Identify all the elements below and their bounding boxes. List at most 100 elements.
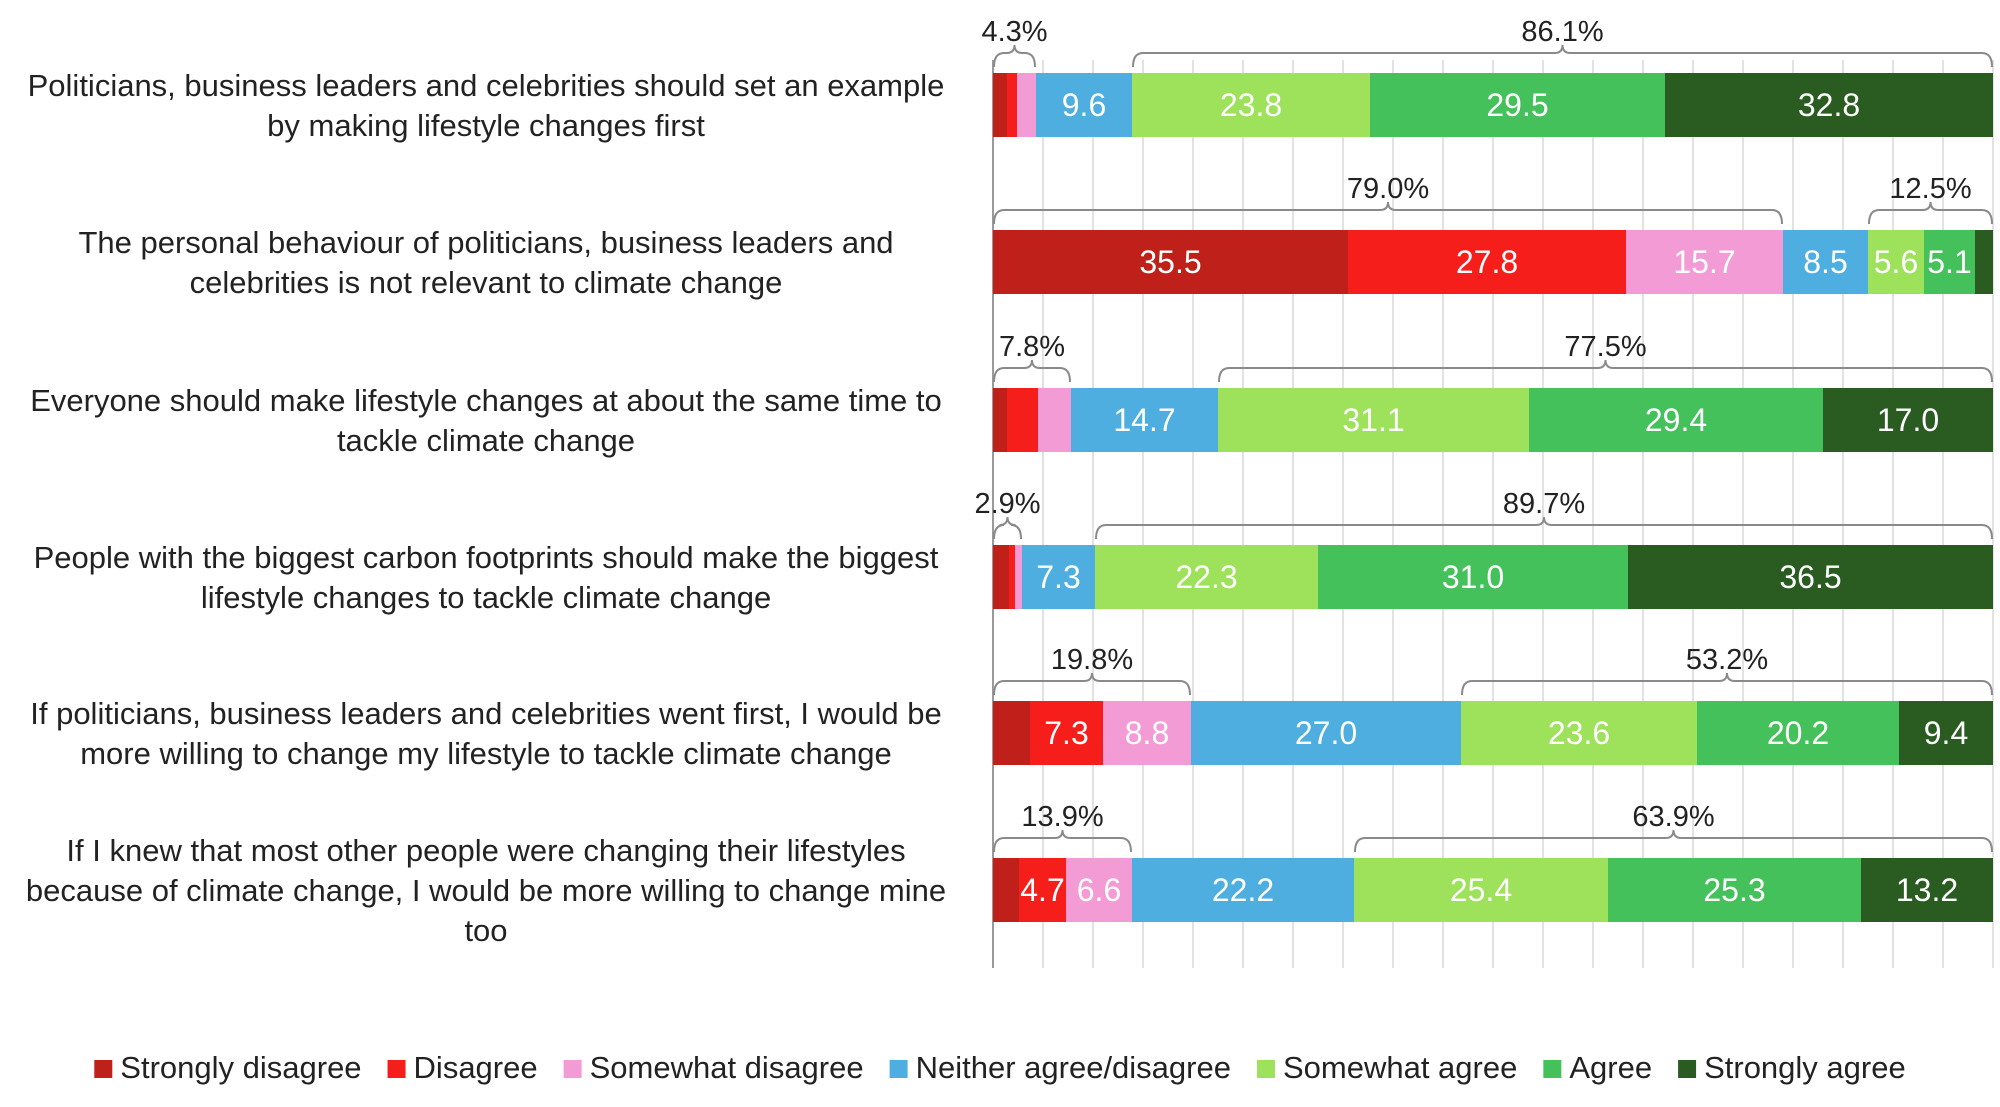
data-label: 29.5 [1486,87,1548,123]
bracket [1868,201,1993,225]
bar-segment-somewhat-disagree [1017,73,1036,137]
bracket-annotations: 4.3% 86.1% 79.0% 12.5% 7.8% 77.5% 2.9% 89.7% 19.… [974,16,1993,853]
bar-row: 7.3 22.3 31.0 36.5 [993,545,1993,609]
bracket [993,829,1132,853]
bar-row: 14.7 31.1 29.4 17.0 [993,388,1993,452]
bar-segment-strongly-agree [1628,545,1993,609]
legend-label: Somewhat disagree [590,1050,864,1085]
data-label: 22.2 [1212,872,1274,908]
category-label: People with the biggest carbon footprint… [34,540,939,575]
data-label: 27.0 [1295,715,1357,751]
bar-segment-strongly-agree [1823,388,1993,452]
data-label: 23.6 [1548,715,1610,751]
data-label: 35.5 [1139,244,1201,280]
legend-label: Neither agree/disagree [916,1050,1231,1085]
legend-label: Somewhat agree [1283,1050,1517,1085]
data-label: 23.8 [1220,87,1282,123]
bar-segment-somewhat-agree [1461,701,1697,765]
bar-segment-disagree [1007,73,1017,137]
category-label: too [464,913,507,948]
category-label: more willing to change my lifestyle to t… [80,736,892,771]
bar-segment-agree [1318,545,1628,609]
bars: 9.6 23.8 29.5 32.8 35.5 27.8 15.7 8.5 5.6 5.1 14.7… [993,73,1993,922]
bracket-label: 53.2% [1686,644,1768,676]
legend-item: Somewhat disagree [563,1050,864,1085]
data-label: 15.7 [1673,244,1735,280]
bar-row: 4.7 6.6 22.2 25.4 25.3 13.2 [993,858,1993,922]
category-label: because of climate change, I would be mo… [26,873,946,908]
bar-segment-neither-agree-disagree [1036,73,1132,137]
category-label: If politicians, business leaders and cel… [30,696,942,731]
data-label: 17.0 [1877,402,1939,438]
legend-swatch [387,1060,406,1078]
bar-segment-strongly-agree [1975,230,1993,294]
bar-segment-strongly-disagree [993,388,1007,452]
category-labels: Politicians, business leaders and celebr… [26,68,946,948]
bar-segment-strongly-agree [1665,73,1993,137]
data-label: 29.4 [1645,402,1707,438]
category-label: The personal behaviour of politicians, b… [78,225,893,260]
bar-segment-somewhat-disagree [1103,701,1191,765]
category-label: lifestyle changes to tackle climate chan… [201,580,771,615]
data-label: 5.6 [1874,244,1918,280]
data-label: 25.4 [1450,872,1512,908]
bar-segment-strongly-disagree [993,230,1348,294]
bar-segment-somewhat-disagree [1066,858,1132,922]
bar-segment-disagree [1030,701,1103,765]
bar-segment-strongly-agree [1899,701,1993,765]
legend-swatch [1256,1060,1275,1078]
bar-segment-somewhat-agree [1868,230,1924,294]
bar-segment-disagree [1009,545,1015,609]
bracket [993,672,1191,696]
bar-segment-agree [1370,73,1665,137]
bar-segment-somewhat-disagree [1015,545,1022,609]
category-label: by making lifestyle changes first [267,108,705,143]
bracket-label: 77.5% [1564,331,1646,363]
data-label: 22.3 [1175,559,1237,595]
bar-row: 7.3 8.8 27.0 23.6 20.2 9.4 [993,701,1993,765]
bar-segment-somewhat-agree [1218,388,1529,452]
bar-segment-neither-agree-disagree [1783,230,1868,294]
category-label: Politicians, business leaders and celebr… [28,68,945,103]
bar-segment-neither-agree-disagree [1191,701,1461,765]
bracket [993,201,1783,225]
legend-label: Strongly agree [1704,1050,1906,1085]
legend-label: Strongly disagree [120,1050,361,1085]
legend-swatch [563,1060,582,1078]
bracket [1461,672,1993,696]
bar-segment-agree [1529,388,1823,452]
legend-label: Disagree [414,1050,538,1085]
data-label: 31.0 [1442,559,1504,595]
bracket [1218,359,1993,383]
bar-segment-agree [1608,858,1861,922]
legend-swatch [1678,1060,1697,1078]
bar-segment-somewhat-agree [1354,858,1608,922]
bar-segment-strongly-disagree [993,73,1007,137]
bar-segment-neither-agree-disagree [1132,858,1354,922]
category-label: If I knew that most other people were ch… [66,833,905,868]
data-label: 9.4 [1924,715,1968,751]
bar-segment-agree [1924,230,1975,294]
bracket-label: 63.9% [1632,801,1714,833]
bar-segment-somewhat-disagree [1038,388,1071,452]
data-label: 8.5 [1803,244,1847,280]
bar-segment-disagree [1007,388,1038,452]
legend-item: Strongly disagree [94,1050,362,1085]
category-label: Everyone should make lifestyle changes a… [30,383,942,418]
data-label: 8.8 [1125,715,1169,751]
bar-segment-strongly-disagree [993,858,1019,922]
data-label: 4.7 [1020,872,1064,908]
bracket [1095,516,1993,540]
gridlines [992,60,1994,968]
bracket [993,44,1036,68]
bar-segment-disagree [1348,230,1626,294]
data-label: 31.1 [1342,402,1404,438]
bar-row: 35.5 27.8 15.7 8.5 5.6 5.1 [993,230,1993,294]
legend-swatch [889,1060,908,1078]
bar-segment-somewhat-agree [1095,545,1318,609]
data-label: 32.8 [1798,87,1860,123]
legend-item: Disagree [387,1050,538,1085]
bar-segment-strongly-agree [1861,858,1993,922]
